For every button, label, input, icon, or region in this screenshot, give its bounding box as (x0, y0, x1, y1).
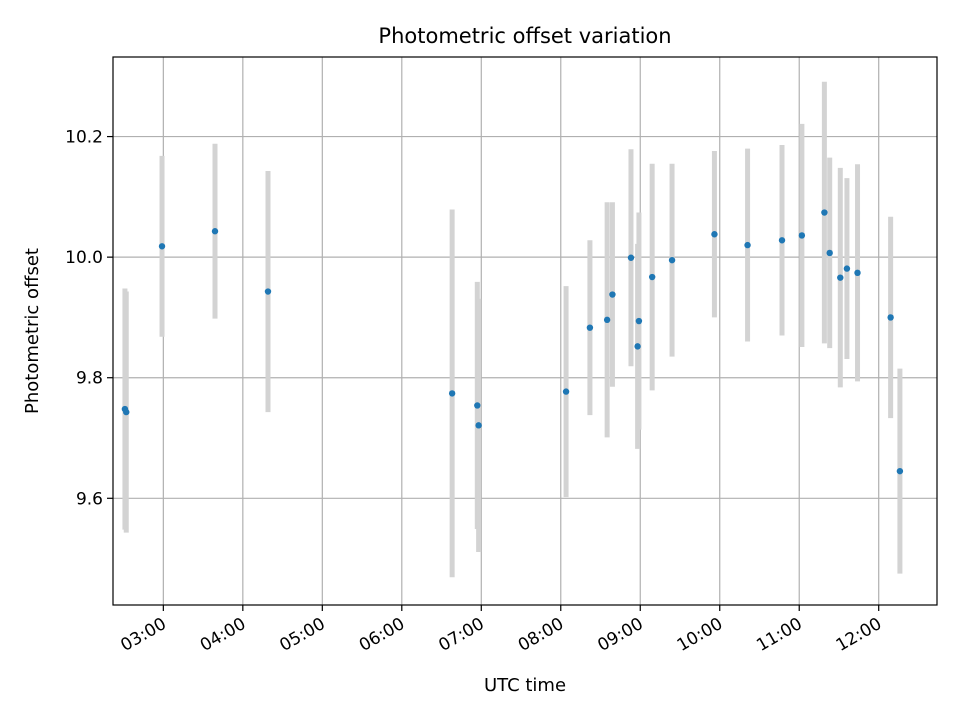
grid (113, 57, 937, 605)
data-point (887, 314, 894, 321)
data-point (475, 422, 482, 429)
data-point (634, 343, 641, 350)
x-axis-label: UTC time (484, 675, 566, 696)
y-tick-label: 9.8 (76, 369, 103, 389)
data-point (837, 274, 844, 281)
data-point (798, 232, 806, 239)
y-tick-label: 10.2 (65, 128, 103, 148)
data-point (668, 256, 676, 264)
data-point (123, 408, 130, 416)
data-point (211, 228, 219, 235)
data-point (778, 237, 786, 244)
data-point (711, 231, 718, 238)
data-point (627, 254, 635, 261)
data-point (562, 388, 570, 395)
data-point (843, 265, 851, 272)
data-point (603, 316, 611, 324)
y-axis-ticks: 9.6 9.8 10.0 10.2 (65, 128, 113, 509)
plot-frame (112, 56, 938, 606)
data-point (448, 390, 456, 397)
data-point (854, 269, 861, 277)
data-point (609, 291, 616, 298)
y-tick-label: 10.0 (65, 248, 103, 268)
y-tick-label: 9.6 (76, 489, 103, 509)
data-point (648, 273, 656, 281)
data-point (821, 209, 828, 216)
data-point (586, 324, 594, 331)
data-point (158, 243, 166, 250)
data-points (121, 209, 904, 475)
data-point (744, 241, 751, 249)
data-point (264, 288, 272, 295)
data-point (474, 402, 481, 409)
data-point (826, 249, 833, 257)
data-point (635, 317, 643, 325)
y-axis-label: Photometric offset (22, 248, 43, 414)
chart-title: Photometric offset variation (378, 24, 671, 48)
data-point (896, 467, 904, 475)
